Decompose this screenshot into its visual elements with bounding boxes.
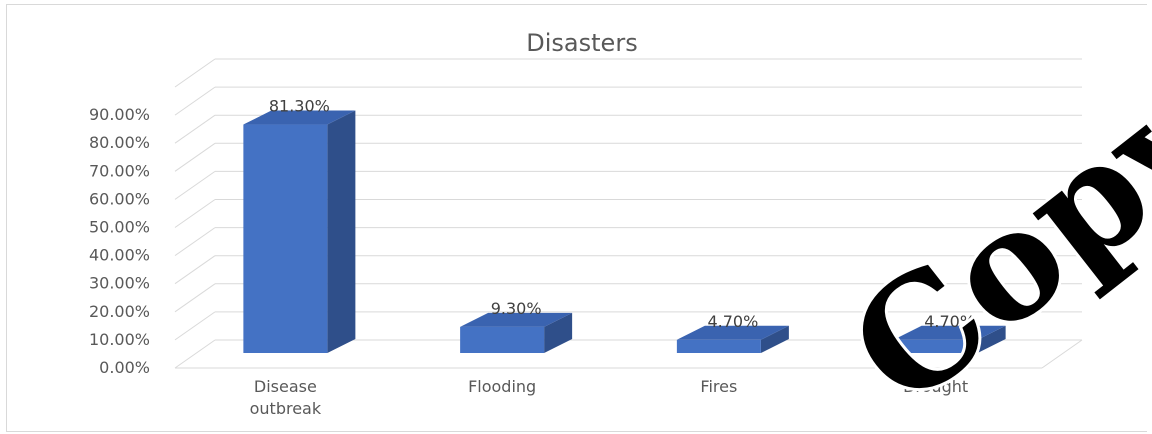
bar [460, 312, 573, 353]
bar-side [760, 325, 789, 353]
chart-frame [6, 4, 1147, 432]
bar-front [243, 124, 328, 353]
x-axis: Disease outbreak Flooding Fires Drought [250, 377, 969, 418]
gridline-side [174, 199, 216, 228]
y-tick-label: 60.00% [89, 189, 150, 208]
bar [243, 110, 356, 353]
y-tick-label: 80.00% [89, 133, 150, 152]
bar-front [893, 339, 978, 353]
y-tick-label: 10.00% [89, 330, 150, 349]
x-tick-label: Fires [700, 377, 737, 396]
gridline-side [174, 142, 216, 172]
bar [676, 325, 789, 353]
gridline-side [174, 311, 216, 341]
bar-top [243, 110, 356, 125]
bar-front [676, 339, 761, 353]
gridline-side [174, 86, 216, 116]
chart-title: Disasters [526, 29, 637, 57]
bar [893, 325, 1006, 353]
y-axis: 0.00% 10.00% 20.00% 30.00% 40.00% 50.00% 60.00… [89, 105, 150, 377]
watermark-text: Copy [819, 46, 1152, 434]
bar-top [676, 325, 789, 340]
gridline-side [174, 170, 216, 200]
y-tick-label: 50.00% [89, 218, 150, 237]
bar-side [544, 312, 573, 353]
copyright-watermark: Copy [816, 43, 1152, 434]
data-labels: 81.30% 9.30% 4.70% 4.70% [269, 97, 975, 331]
data-label: 4.70% [707, 312, 758, 331]
gridline-side [174, 339, 216, 369]
x-tick-label: Flooding [468, 377, 536, 396]
bar-top [460, 312, 573, 327]
gridline-side [174, 114, 216, 144]
x-tick-label: Disease outbreak [250, 377, 322, 418]
gridline-side [174, 283, 216, 313]
floor-edge-right [1041, 339, 1083, 369]
gridline-side [174, 227, 216, 257]
bar-side [327, 110, 356, 353]
y-tick-label: 90.00% [89, 105, 150, 124]
gridline-side [174, 58, 216, 88]
data-label: 9.30% [491, 299, 542, 318]
bars [243, 110, 1006, 353]
gridlines [174, 58, 1083, 369]
bar-side [977, 325, 1006, 353]
gridline-side [174, 255, 216, 285]
y-tick-label: 20.00% [89, 302, 150, 321]
y-tick-label: 30.00% [89, 274, 150, 293]
y-tick-label: 40.00% [89, 246, 150, 265]
y-tick-label: 70.00% [89, 161, 150, 180]
y-tick-label: 0.00% [99, 358, 150, 377]
data-label: 4.70% [924, 312, 975, 331]
bar-front [460, 326, 545, 353]
bar-top [893, 325, 1006, 340]
data-label: 81.30% [269, 97, 330, 116]
x-tick-label: Drought [903, 377, 968, 396]
